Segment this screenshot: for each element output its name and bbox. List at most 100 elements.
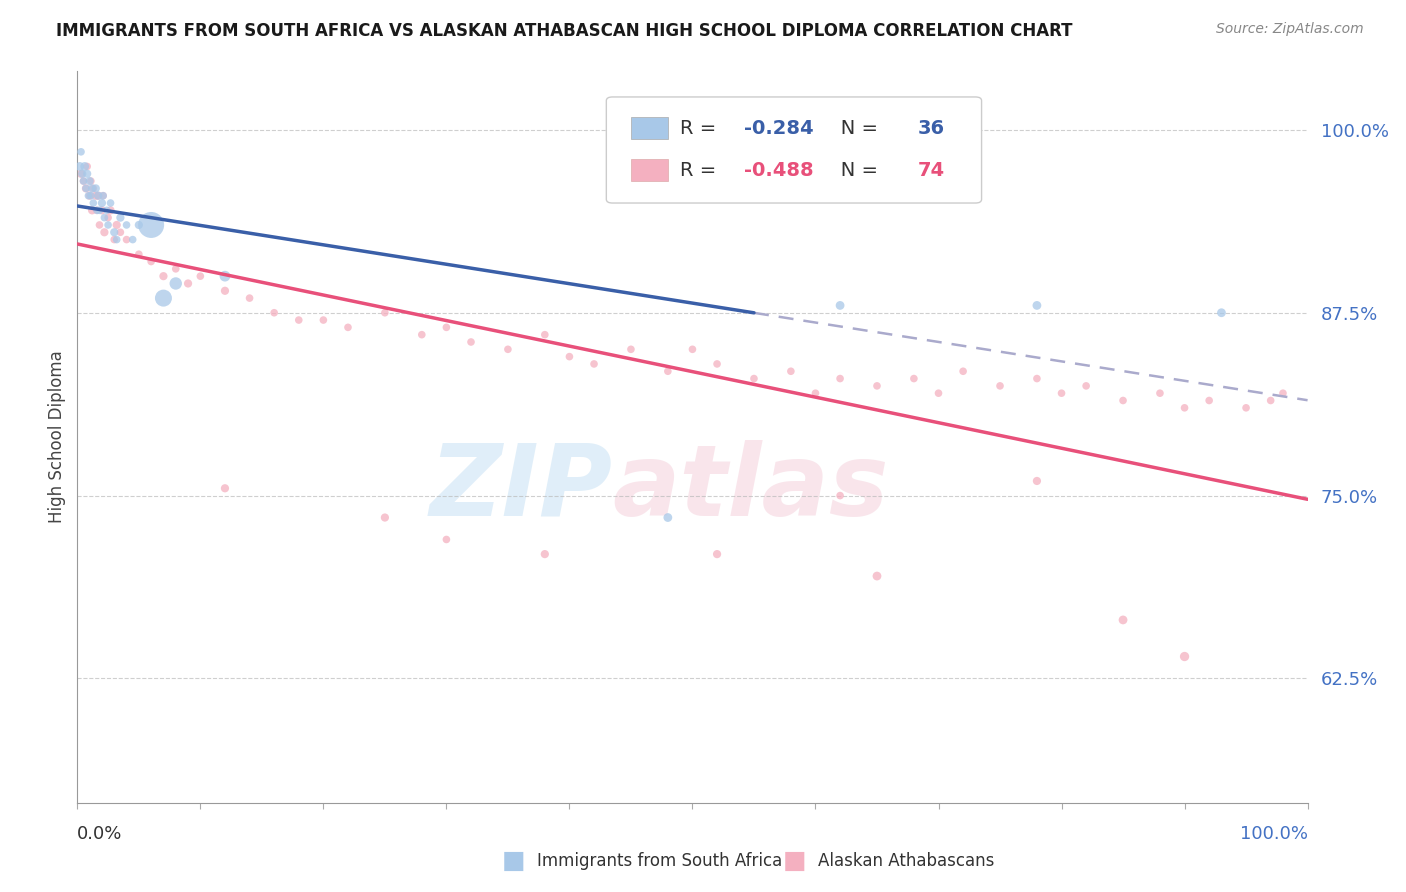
Point: [214, 284, 236, 298]
Point: [1026, 474, 1049, 488]
Text: atlas: atlas: [613, 440, 889, 537]
Point: [214, 481, 236, 495]
Point: [69, 160, 91, 174]
Point: [436, 533, 458, 547]
Text: ■: ■: [502, 849, 524, 872]
FancyBboxPatch shape: [631, 118, 668, 139]
Text: IMMIGRANTS FROM SOUTH AFRICA VS ALASKAN ATHABASCAN HIGH SCHOOL DIPLOMA CORRELATI: IMMIGRANTS FROM SOUTH AFRICA VS ALASKAN …: [56, 22, 1073, 40]
Point: [1149, 386, 1171, 401]
Point: [952, 364, 974, 378]
Point: [86, 203, 108, 218]
Point: [239, 291, 262, 305]
Text: 0.0%: 0.0%: [77, 825, 122, 843]
Point: [105, 233, 128, 247]
Point: [141, 254, 163, 268]
Point: [70, 145, 93, 159]
Point: [72, 174, 94, 188]
Point: [1174, 401, 1197, 415]
Point: [1272, 386, 1295, 401]
Point: [77, 188, 100, 202]
Point: [79, 174, 101, 188]
Point: [128, 218, 150, 232]
Point: [121, 233, 143, 247]
Text: ZIP: ZIP: [429, 440, 613, 537]
Point: [84, 188, 107, 202]
Point: [460, 334, 482, 349]
Point: [100, 196, 122, 211]
Point: [110, 211, 132, 225]
Point: [90, 196, 114, 211]
Text: N =: N =: [821, 119, 884, 138]
Point: [706, 547, 728, 561]
Point: [534, 547, 557, 561]
Point: [620, 343, 643, 357]
Point: [115, 233, 138, 247]
Point: [97, 218, 120, 232]
Point: [558, 350, 581, 364]
Point: [830, 371, 852, 385]
Point: [105, 218, 128, 232]
Point: [496, 343, 519, 357]
Point: [72, 174, 94, 188]
Point: [780, 364, 803, 378]
Point: [1198, 393, 1220, 408]
Point: [436, 320, 458, 334]
Point: [1050, 386, 1073, 401]
Point: [742, 371, 765, 385]
Point: [374, 306, 396, 320]
Point: [79, 188, 101, 202]
Point: [82, 181, 104, 195]
Point: [73, 160, 96, 174]
Text: N =: N =: [821, 161, 884, 179]
Text: ■: ■: [783, 849, 806, 872]
Point: [115, 218, 138, 232]
Point: [374, 510, 396, 524]
Point: [87, 188, 110, 202]
Point: [82, 203, 104, 218]
Point: [830, 489, 852, 503]
Text: Source: ZipAtlas.com: Source: ZipAtlas.com: [1216, 22, 1364, 37]
Point: [988, 379, 1011, 393]
Point: [866, 569, 889, 583]
Point: [97, 211, 120, 225]
Text: -0.284: -0.284: [744, 119, 814, 138]
Point: [804, 386, 827, 401]
Point: [1112, 613, 1135, 627]
Point: [1026, 298, 1049, 312]
Point: [165, 277, 187, 291]
Point: [80, 188, 103, 202]
Y-axis label: High School Diploma: High School Diploma: [48, 351, 66, 524]
Text: 74: 74: [918, 161, 945, 179]
Point: [830, 298, 852, 312]
Point: [411, 327, 433, 342]
Point: [141, 218, 163, 232]
Point: [110, 225, 132, 239]
Point: [128, 247, 150, 261]
Point: [214, 269, 236, 284]
Point: [84, 181, 107, 195]
Point: [93, 225, 115, 239]
Point: [103, 225, 125, 239]
Text: 36: 36: [918, 119, 945, 138]
Point: [337, 320, 360, 334]
Point: [80, 174, 103, 188]
Point: [75, 181, 97, 195]
Point: [70, 167, 93, 181]
Point: [76, 160, 98, 174]
Point: [152, 291, 174, 305]
Point: [1260, 393, 1282, 408]
Point: [75, 181, 97, 195]
Text: Alaskan Athabascans: Alaskan Athabascans: [818, 852, 994, 870]
Point: [86, 203, 108, 218]
Point: [657, 510, 679, 524]
FancyBboxPatch shape: [631, 159, 668, 181]
Text: R =: R =: [681, 161, 723, 179]
Point: [177, 277, 200, 291]
Point: [89, 218, 111, 232]
FancyBboxPatch shape: [606, 97, 981, 203]
Point: [1174, 649, 1197, 664]
Point: [96, 203, 118, 218]
Point: [706, 357, 728, 371]
Point: [1112, 393, 1135, 408]
Point: [82, 181, 104, 195]
